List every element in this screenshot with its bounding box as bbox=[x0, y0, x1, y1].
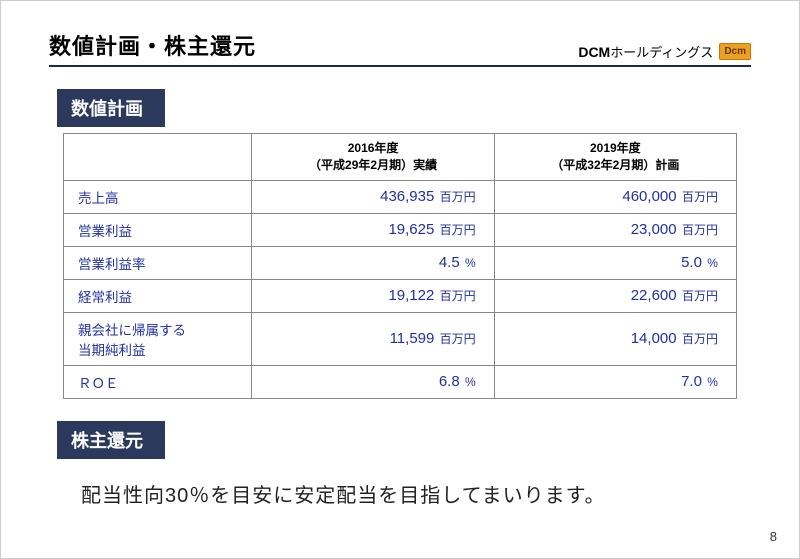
value-number: 460,000 bbox=[622, 188, 676, 205]
value-number: 436,935 bbox=[380, 188, 434, 205]
value-number: 14,000 bbox=[631, 330, 677, 347]
returns-text: 配当性向30％を目安に安定配当を目指してまいります。 bbox=[81, 479, 751, 508]
section-tab-returns: 株主還元 bbox=[57, 421, 165, 459]
value-number: 6.8 bbox=[439, 373, 460, 390]
table-header-row: 2016年度 （平成29年2月期）実績 2019年度 （平成32年2月期）計画 bbox=[64, 134, 737, 181]
brand: DCMホールディングス Dcm bbox=[578, 42, 751, 61]
col2-line1: 2019年度 bbox=[590, 141, 641, 155]
value-unit: % bbox=[462, 256, 476, 270]
table-row: 営業利益19,625 百万円23,000 百万円 bbox=[64, 213, 737, 246]
row-label: 営業利益 bbox=[64, 213, 252, 246]
value-number: 22,600 bbox=[631, 287, 677, 304]
row-value: 14,000 百万円 bbox=[494, 312, 736, 365]
row-value: 436,935 百万円 bbox=[252, 180, 494, 213]
value-unit: 百万円 bbox=[679, 223, 718, 237]
row-label: 売上高 bbox=[64, 180, 252, 213]
col-header-blank bbox=[64, 134, 252, 181]
header-row: 数値計画・株主還元 DCMホールディングス Dcm bbox=[49, 29, 751, 67]
value-unit: % bbox=[462, 375, 476, 389]
value-number: 23,000 bbox=[631, 221, 677, 238]
table-row: 経常利益19,122 百万円22,600 百万円 bbox=[64, 279, 737, 312]
row-value: 4.5 % bbox=[252, 246, 494, 279]
row-value: 23,000 百万円 bbox=[494, 213, 736, 246]
value-unit: 百万円 bbox=[436, 332, 475, 346]
row-value: 22,600 百万円 bbox=[494, 279, 736, 312]
col-header-2019: 2019年度 （平成32年2月期）計画 bbox=[494, 134, 736, 181]
row-label: ＲＯＥ bbox=[64, 365, 252, 398]
row-value: 11,599 百万円 bbox=[252, 312, 494, 365]
table-row: 売上高436,935 百万円460,000 百万円 bbox=[64, 180, 737, 213]
value-unit: % bbox=[704, 256, 718, 270]
row-label: 経常利益 bbox=[64, 279, 252, 312]
brand-bold: DCM bbox=[578, 44, 610, 60]
brand-rest: ホールディングス bbox=[610, 45, 713, 60]
table-row: 営業利益率4.5 %5.0 % bbox=[64, 246, 737, 279]
value-number: 7.0 bbox=[681, 373, 702, 390]
value-number: 19,625 bbox=[388, 221, 434, 238]
row-value: 7.0 % bbox=[494, 365, 736, 398]
value-unit: 百万円 bbox=[436, 190, 475, 204]
col1-line1: 2016年度 bbox=[348, 141, 399, 155]
row-value: 5.0 % bbox=[494, 246, 736, 279]
value-number: 5.0 bbox=[681, 254, 702, 271]
row-value: 6.8 % bbox=[252, 365, 494, 398]
slide-title: 数値計画・株主還元 bbox=[49, 29, 256, 61]
page-number: 8 bbox=[770, 529, 777, 544]
value-unit: 百万円 bbox=[679, 190, 718, 204]
row-value: 460,000 百万円 bbox=[494, 180, 736, 213]
brand-badge: Dcm bbox=[719, 43, 751, 60]
value-unit: % bbox=[704, 375, 718, 389]
col2-line2: （平成32年2月期）計画 bbox=[551, 158, 679, 172]
row-label: 営業利益率 bbox=[64, 246, 252, 279]
plan-table: 2016年度 （平成29年2月期）実績 2019年度 （平成32年2月期）計画 … bbox=[63, 133, 737, 399]
value-number: 11,599 bbox=[390, 330, 435, 347]
slide: 数値計画・株主還元 DCMホールディングス Dcm 数値計画 2016年度 （平… bbox=[1, 1, 799, 558]
table-row: ＲＯＥ6.8 %7.0 % bbox=[64, 365, 737, 398]
col1-line2: （平成29年2月期）実績 bbox=[309, 158, 437, 172]
row-value: 19,122 百万円 bbox=[252, 279, 494, 312]
section-tab-plan: 数値計画 bbox=[57, 89, 165, 127]
col-header-2016: 2016年度 （平成29年2月期）実績 bbox=[252, 134, 494, 181]
value-number: 19,122 bbox=[388, 287, 434, 304]
value-unit: 百万円 bbox=[679, 332, 718, 346]
brand-text: DCMホールディングス bbox=[578, 42, 713, 61]
table-row: 親会社に帰属する 当期純利益11,599 百万円14,000 百万円 bbox=[64, 312, 737, 365]
value-unit: 百万円 bbox=[679, 289, 718, 303]
row-label: 親会社に帰属する 当期純利益 bbox=[64, 312, 252, 365]
value-number: 4.5 bbox=[439, 254, 460, 271]
row-value: 19,625 百万円 bbox=[252, 213, 494, 246]
value-unit: 百万円 bbox=[436, 223, 475, 237]
plan-table-body: 売上高436,935 百万円460,000 百万円営業利益19,625 百万円2… bbox=[64, 180, 737, 398]
value-unit: 百万円 bbox=[436, 289, 475, 303]
